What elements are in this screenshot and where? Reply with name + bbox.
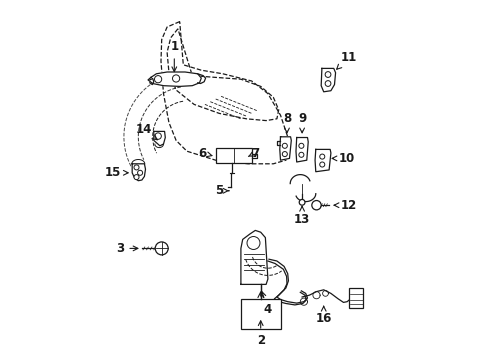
Text: 13: 13	[293, 206, 309, 226]
Text: 7: 7	[248, 147, 259, 159]
Text: 8: 8	[282, 112, 290, 133]
Text: 4: 4	[261, 292, 271, 316]
Bar	[215, 148, 251, 163]
Polygon shape	[295, 138, 307, 162]
Circle shape	[319, 162, 324, 167]
Circle shape	[325, 81, 330, 86]
Text: 14: 14	[135, 123, 157, 140]
Circle shape	[319, 154, 324, 159]
Text: 15: 15	[105, 166, 128, 179]
Bar	[348, 288, 363, 308]
Text: 11: 11	[336, 51, 356, 69]
Text: 16: 16	[315, 306, 331, 325]
Circle shape	[325, 72, 330, 77]
Polygon shape	[148, 72, 201, 86]
Bar	[241, 299, 280, 329]
Circle shape	[311, 201, 321, 210]
Circle shape	[298, 152, 303, 157]
Circle shape	[137, 170, 142, 175]
Polygon shape	[314, 149, 330, 172]
Circle shape	[172, 75, 179, 82]
Circle shape	[298, 143, 303, 148]
Polygon shape	[132, 164, 145, 181]
Circle shape	[282, 152, 287, 157]
Polygon shape	[153, 131, 165, 146]
Polygon shape	[279, 137, 291, 160]
Polygon shape	[241, 230, 267, 284]
Circle shape	[134, 175, 139, 180]
Polygon shape	[321, 68, 335, 92]
Circle shape	[155, 133, 161, 139]
Text: 2: 2	[256, 321, 264, 347]
Circle shape	[154, 76, 162, 83]
Circle shape	[134, 165, 139, 170]
Text: 1: 1	[170, 40, 178, 72]
Text: 5: 5	[215, 184, 228, 197]
Circle shape	[155, 242, 168, 255]
Text: 3: 3	[116, 242, 138, 255]
Circle shape	[282, 143, 287, 148]
Text: 10: 10	[331, 152, 354, 165]
Text: 6: 6	[198, 147, 212, 159]
Text: 9: 9	[297, 112, 305, 133]
Circle shape	[246, 237, 260, 249]
Text: 12: 12	[333, 199, 356, 212]
Circle shape	[299, 199, 305, 205]
